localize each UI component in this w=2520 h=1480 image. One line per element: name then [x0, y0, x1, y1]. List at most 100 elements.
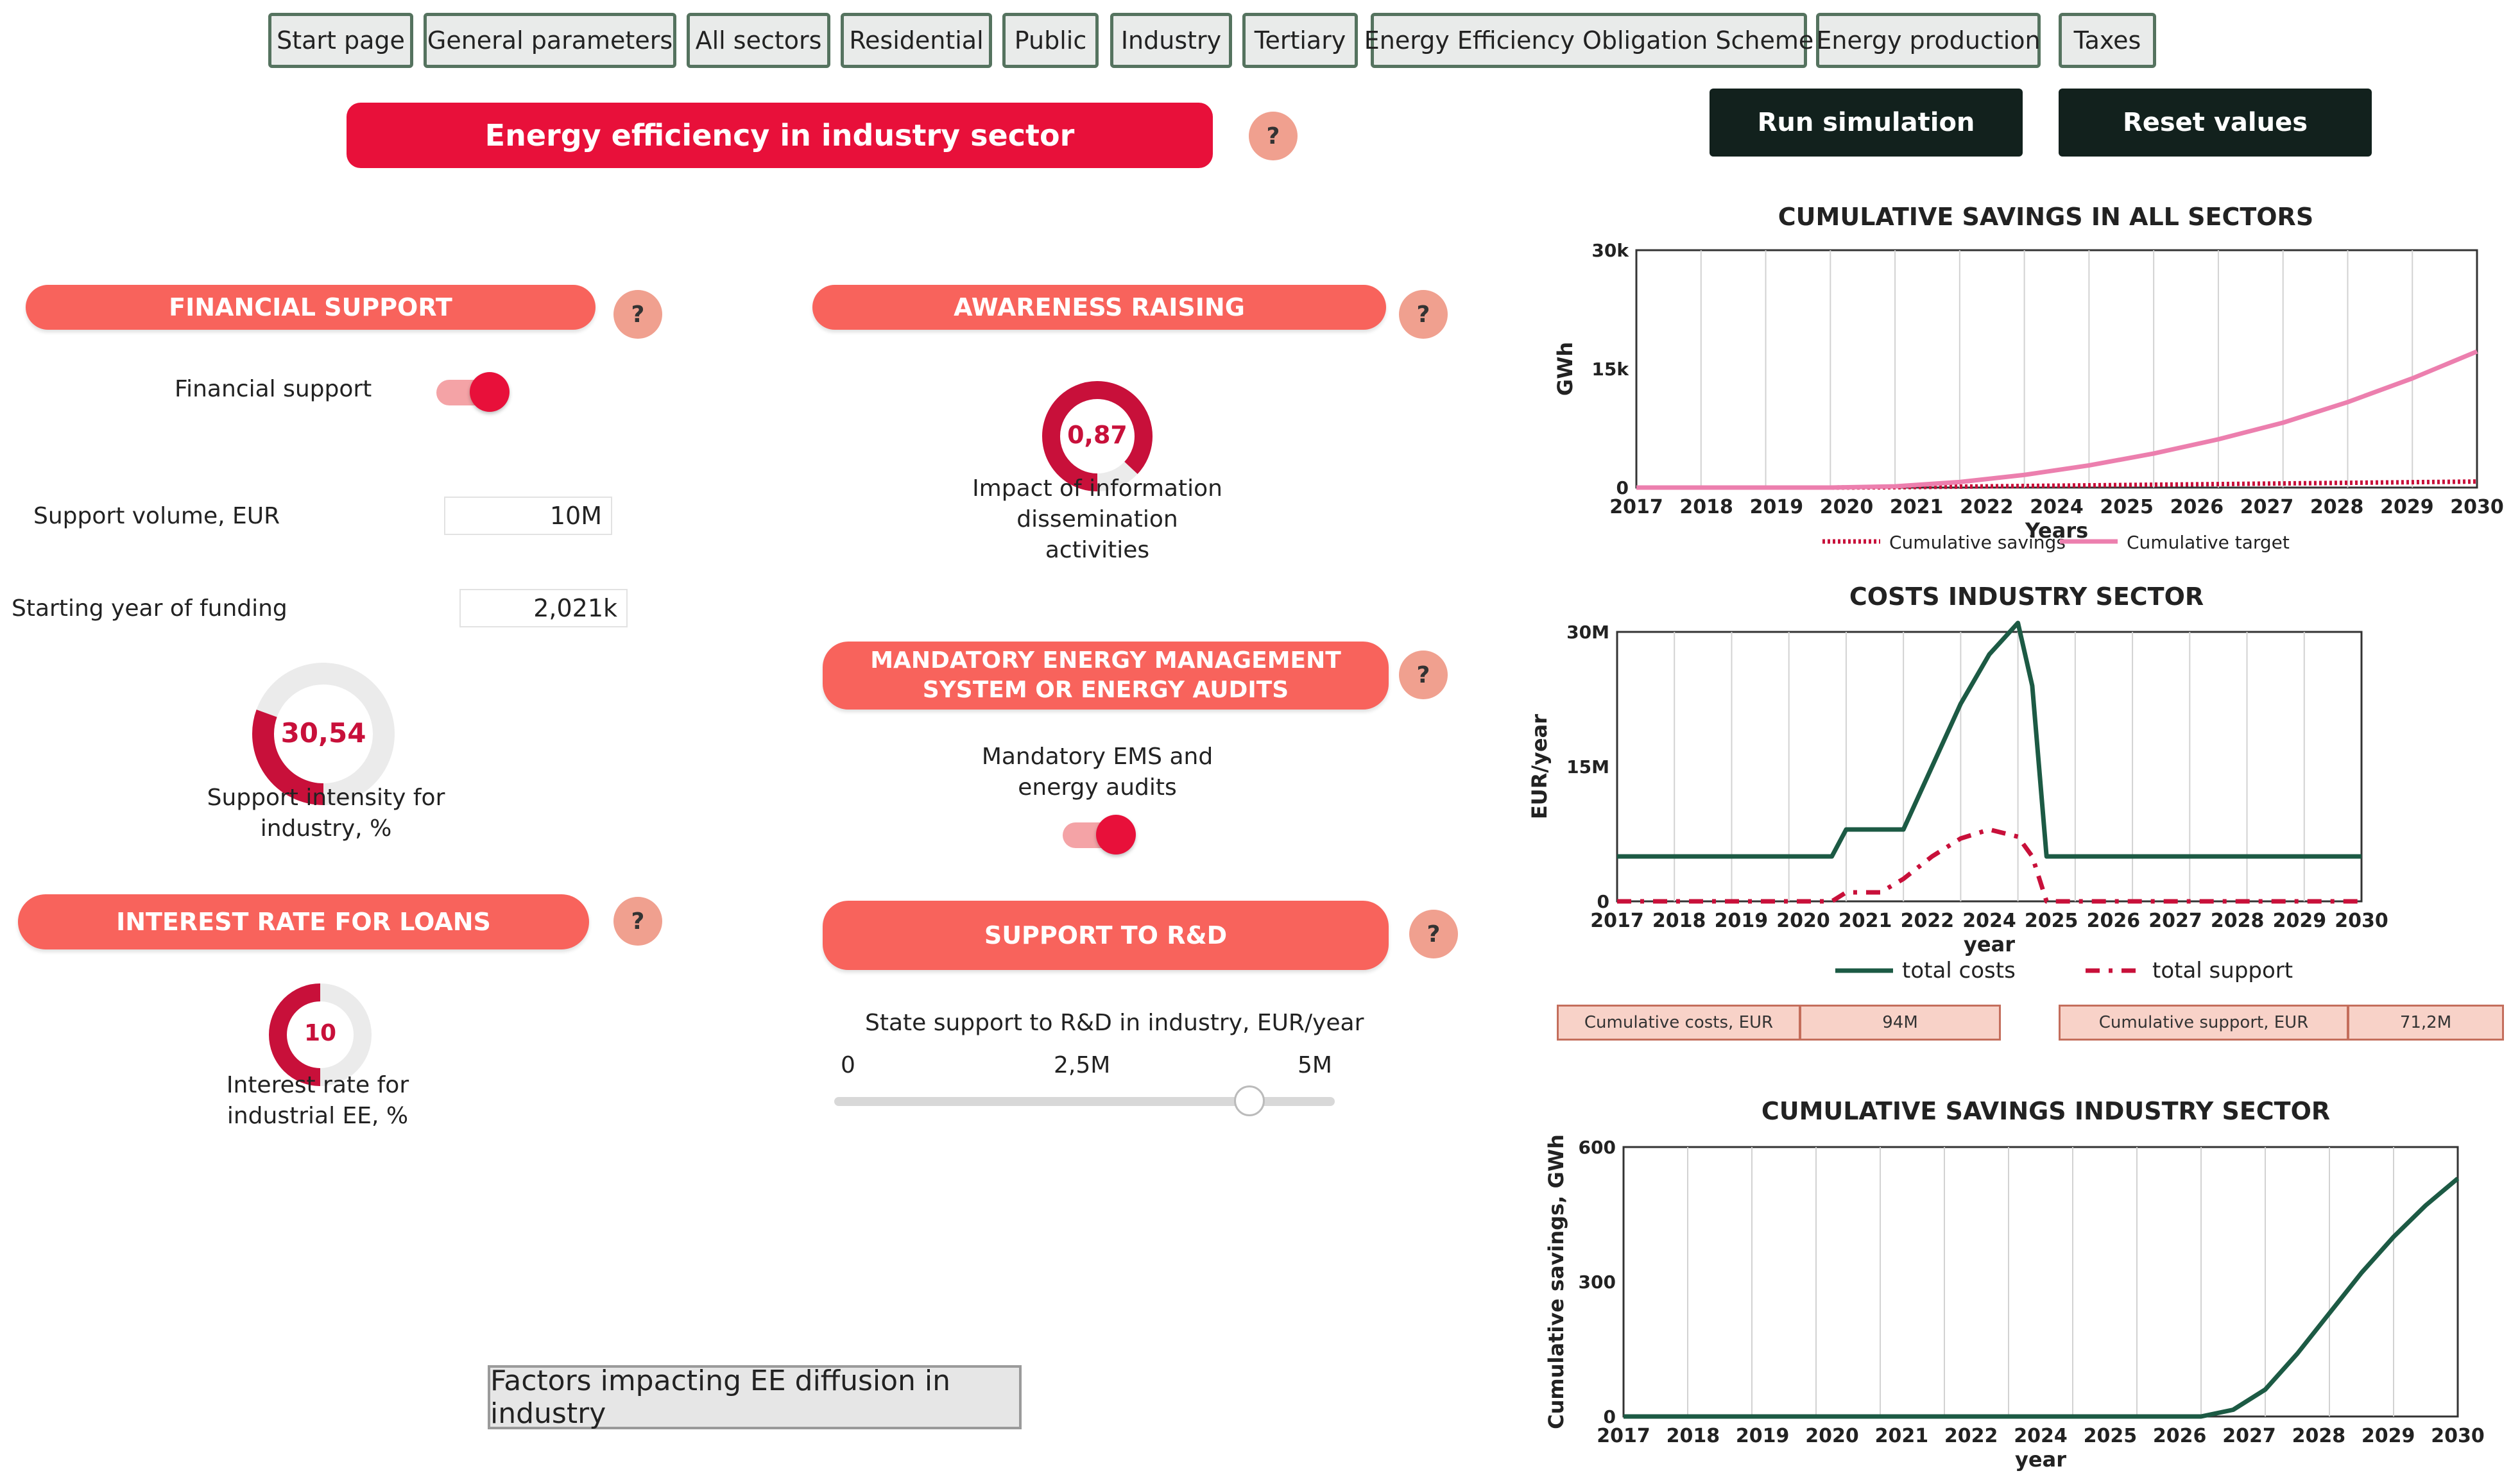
help-button-interest[interactable]: ? [613, 897, 662, 946]
start-year-input[interactable]: 2,021k [459, 589, 628, 627]
interest-rate-gauge[interactable]: 10 [266, 980, 375, 1089]
gauge-fill [1042, 381, 1153, 491]
toggle-knob [470, 372, 510, 412]
x-tick-label: 2017 [1597, 1425, 1650, 1447]
y-tick-label: 0 [1597, 891, 1609, 912]
x-tick-label: 2021 [1839, 910, 1892, 932]
tab-energy-production[interactable]: Energy production [1816, 13, 2041, 68]
x-tick-label: 2027 [2240, 496, 2294, 518]
x-tick-label: 2022 [1944, 1425, 1998, 1447]
x-axis-label: Years [2025, 518, 2088, 543]
financial-support-toggle[interactable] [436, 372, 513, 417]
reset-values-button[interactable]: Reset values [2059, 89, 2372, 157]
x-tick-label: 2019 [1750, 496, 1804, 518]
page-title: Energy efficiency in industry sector [484, 118, 1075, 153]
support-volume-input[interactable]: 10M [444, 497, 612, 535]
rd-slider-track[interactable] [834, 1097, 1335, 1106]
ems-toggle-label: Mandatory EMS and energy audits [981, 744, 1213, 801]
x-axis-label: year [2015, 1447, 2066, 1472]
plot-area [1622, 1146, 2459, 1418]
y-tick-label: 15k [1591, 359, 1629, 380]
x-tick-label: 2019 [1736, 1425, 1790, 1447]
tab-start-page[interactable]: Start page [268, 13, 413, 68]
interest-rate-label: Interest rate for industrial EE, % [226, 1072, 409, 1129]
help-button-rd[interactable]: ? [1409, 910, 1458, 958]
x-tick-label: 2024 [2014, 1425, 2068, 1447]
legend-label: Cumulative target [2127, 532, 2290, 553]
help-button-financial[interactable]: ? [613, 290, 662, 339]
start-year-label: Starting year of funding [12, 595, 287, 622]
x-tick-label: 2024 [2030, 496, 2084, 518]
plot-area [1616, 631, 2363, 903]
factors-button[interactable]: Factors impacting EE diffusion in indust… [488, 1365, 1022, 1430]
legend: Cumulative savings Cumulative target [1822, 532, 2290, 553]
tab-eeos[interactable]: Energy Efficiency Obligation Scheme [1364, 13, 1813, 68]
cumulative-support-value: 71,2M [2347, 1005, 2504, 1041]
cumulative-costs-label: Cumulative costs, EUR [1557, 1005, 1801, 1041]
run-simulation-button[interactable]: Run simulation [1710, 89, 2023, 157]
awareness-gauge[interactable]: 0,87 [1038, 377, 1156, 495]
x-tick-label: 2030 [2431, 1425, 2485, 1447]
plot-area [1635, 249, 2478, 489]
help-button-awareness[interactable]: ? [1399, 290, 1448, 339]
y-axis-label: EUR/year [1527, 714, 1552, 819]
x-tick-label: 2025 [2100, 496, 2154, 518]
x-tick-label: 2017 [1590, 910, 1644, 932]
y-tick-label: 300 [1579, 1272, 1616, 1293]
series-line-0 [1617, 620, 2361, 859]
x-tick-label: 2026 [2170, 496, 2224, 518]
x-tick-label: 2022 [1901, 910, 1955, 932]
x-tick-label: 2020 [1820, 496, 1874, 518]
ems-toggle[interactable] [1063, 815, 1140, 860]
y-tick-label: 0 [1604, 1406, 1616, 1427]
tab-residential[interactable]: Residential [841, 13, 992, 68]
financial-support-toggle-label: Financial support [175, 376, 372, 402]
x-tick-label: 2020 [1776, 910, 1830, 932]
tab-taxes[interactable]: Taxes [2059, 13, 2156, 68]
help-button-title[interactable]: ? [1249, 112, 1298, 160]
x-axis-label: year [1964, 932, 2015, 957]
awareness-value: 0,87 [1067, 421, 1127, 449]
y-tick-label: 600 [1579, 1137, 1616, 1158]
x-tick-label: 2024 [1962, 910, 2016, 932]
support-intensity-gauge[interactable]: 30,54 [248, 658, 399, 810]
toggle-knob [1096, 815, 1136, 855]
series-line-0 [1624, 1177, 2460, 1419]
gauge-fill [252, 710, 324, 805]
tab-industry[interactable]: Industry [1110, 13, 1232, 68]
help-button-ems[interactable]: ? [1399, 651, 1448, 699]
x-tick-label: 2025 [2084, 1425, 2138, 1447]
support-intensity-value: 30,54 [280, 717, 366, 749]
rd-tick-mid: 2,5M [1054, 1052, 1111, 1078]
tab-tertiary[interactable]: Tertiary [1242, 13, 1358, 68]
chart-cumulative-savings-all: 2017 2018 2019 2020 2021 2022 2024 2025 2026 2027… [1553, 240, 2504, 553]
rd-slider-handle[interactable] [1234, 1085, 1265, 1116]
x-tick-label: 2021 [1890, 496, 1944, 518]
tab-general-parameters[interactable]: General parameters [424, 13, 676, 68]
tab-public[interactable]: Public [1002, 13, 1099, 68]
x-tick-label: 2027 [2148, 910, 2202, 932]
awareness-gauge-svg [1042, 381, 1153, 491]
x-tick-label: 2022 [1960, 496, 2014, 518]
x-tick-label: 2020 [1805, 1425, 1859, 1447]
chart1-title: CUMULATIVE SAVINGS IN ALL SECTORS [1778, 203, 2314, 231]
x-tick-label: 2025 [2025, 910, 2079, 932]
section-awareness-raising: AWARENESS RAISING [812, 285, 1386, 330]
support-intensity-label: Support intensity for industry, % [207, 785, 445, 842]
tab-all-sectors[interactable]: All sectors [687, 13, 830, 68]
x-tick-label: 2029 [2380, 496, 2434, 518]
section-mandatory-ems: MANDATORY ENERGY MANAGEMENT SYSTEM OR EN… [823, 642, 1389, 710]
x-tick-label: 2019 [1715, 910, 1769, 932]
y-tick-label: 15M [1566, 756, 1609, 778]
interest-rate-gauge-svg [269, 983, 372, 1086]
chart-costs-industry: 2017 2018 2019 2020 2021 2022 2024 2025 2026 2027… [1527, 620, 2388, 983]
legend: total costs total support [1835, 958, 2293, 983]
x-tick-label: 2030 [2450, 496, 2504, 518]
gauge-fill [269, 983, 321, 1086]
rd-tick-max: 5M [1298, 1052, 1332, 1078]
legend-label: Cumulative savings [1889, 532, 2066, 553]
x-tick-label: 2018 [1679, 496, 1733, 518]
support-volume-label: Support volume, EUR [33, 503, 280, 529]
chart3-title: CUMULATIVE SAVINGS INDUSTRY SECTOR [1761, 1097, 2331, 1125]
y-axis-label: Cumulative savings, GWh [1544, 1134, 1568, 1429]
